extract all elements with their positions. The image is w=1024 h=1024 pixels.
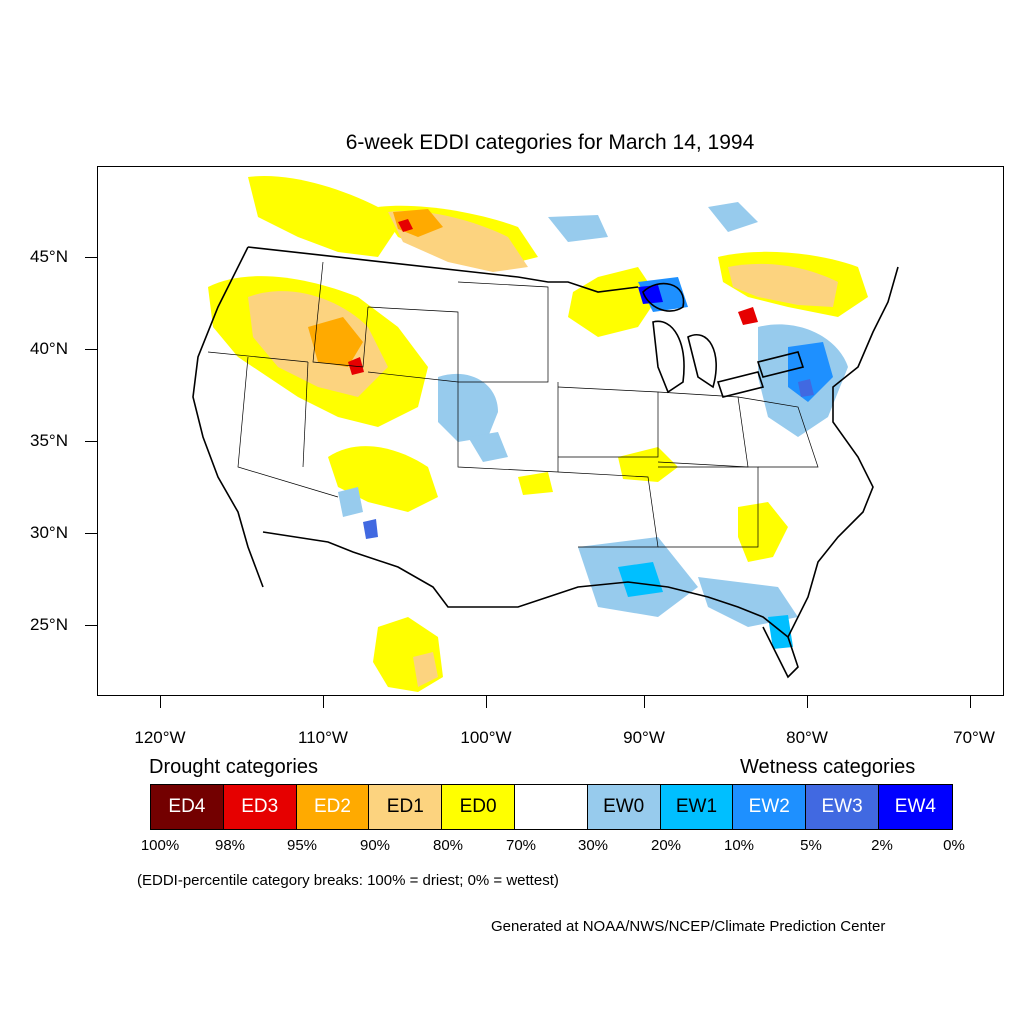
lon-label-80: 80°W: [786, 728, 828, 747]
wetness-categories-heading: Wetness categories: [740, 756, 916, 778]
lon-label-70: 70°W: [953, 728, 995, 747]
lon-tick: [323, 696, 324, 708]
category-breaks-note: (EDDI-percentile category breaks: 100% =…: [137, 872, 559, 889]
percent-break: 5%: [800, 837, 822, 854]
legend-label-ed3: ED3: [241, 796, 279, 817]
legend-label-ed2: ED2: [314, 796, 351, 817]
lon-tick: [970, 696, 971, 708]
lat-label-25: 25°N: [30, 615, 68, 634]
percent-break: 100%: [140, 837, 180, 854]
category-legend: ED4 ED3 ED2 ED1 ED0 EW0 EW1 EW2 EW3 EW4: [150, 784, 953, 830]
legend-label-ew3: EW3: [821, 796, 863, 817]
map-panel: [97, 166, 1004, 696]
legend-label-ew1: EW1: [675, 796, 718, 817]
legend-swatch-ew2: EW2: [733, 785, 807, 829]
legend-swatch-ed4: ED4: [151, 785, 224, 829]
map-canvas: [192, 176, 899, 692]
map-title: 6-week EDDI categories for March 14, 199…: [345, 131, 755, 154]
legend-swatch-ed0: ED0: [442, 785, 515, 829]
lon-label-100: 100°W: [460, 728, 512, 747]
lat-label-35: 35°N: [30, 431, 68, 450]
legend-label-ed1: ED1: [386, 796, 424, 817]
lat-tick: [85, 441, 97, 442]
legend-swatch-ew4: EW4: [878, 785, 952, 829]
legend-swatch-ew1: EW1: [660, 785, 734, 829]
lon-label-120: 120°W: [134, 728, 186, 747]
legend-label-ew4: EW4: [894, 796, 936, 817]
legend-label-ew0: EW0: [603, 796, 645, 817]
lon-tick: [486, 696, 487, 708]
drought-ed2-ed3-areas: [308, 209, 758, 375]
legend-swatch-neutral: [514, 785, 588, 829]
legend-swatch-ed1: ED1: [369, 785, 443, 829]
lon-tick: [807, 696, 808, 708]
legend-label-ed4: ED4: [168, 796, 206, 817]
lat-tick: [85, 257, 97, 258]
lon-label-90: 90°W: [623, 728, 665, 747]
percent-break: 95%: [286, 837, 318, 854]
state-borders: [207, 261, 819, 548]
lon-tick: [160, 696, 161, 708]
drought-categories-heading: Drought categories: [149, 756, 318, 778]
lon-tick: [644, 696, 645, 708]
percent-break: 98%: [214, 837, 246, 854]
percent-break: 70%: [505, 837, 537, 854]
credit-line: Generated at NOAA/NWS/NCEP/Climate Predi…: [491, 918, 886, 935]
lat-tick: [85, 625, 97, 626]
coastlines-and-borders: [192, 246, 899, 679]
percent-break: 2%: [871, 837, 893, 854]
legend-swatch-ew3: EW3: [806, 785, 879, 829]
legend-swatch-ed3: ED3: [223, 785, 297, 829]
percent-break: 10%: [723, 837, 755, 854]
lat-tick: [85, 533, 97, 534]
legend-label-ed0: ED0: [459, 796, 497, 817]
lat-label-40: 40°N: [30, 339, 68, 358]
percent-break: 90%: [359, 837, 391, 854]
lon-label-110: 110°W: [298, 728, 348, 747]
percent-break: 20%: [650, 837, 682, 854]
percent-break: 80%: [432, 837, 464, 854]
lat-label-45: 45°N: [30, 247, 68, 266]
percent-break: 0%: [943, 837, 965, 854]
percent-break: 30%: [577, 837, 609, 854]
legend-swatch-ed2: ED2: [296, 785, 370, 829]
legend-swatch-ew0: EW0: [587, 785, 661, 829]
legend-label-ew2: EW2: [748, 796, 790, 817]
lat-label-30: 30°N: [30, 523, 68, 542]
lat-tick: [85, 349, 97, 350]
